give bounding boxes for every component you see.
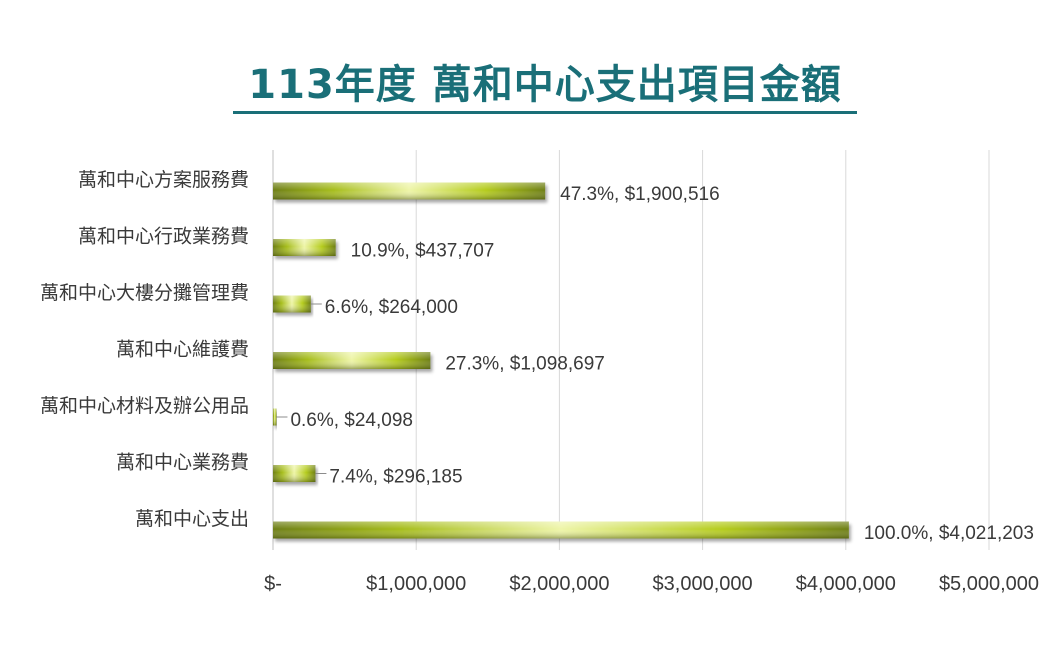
x-tick-label: $- bbox=[264, 573, 282, 595]
labels: $- $1,000,000 $2,000,000 $3,000,000 $4,000,0… bbox=[40, 169, 1039, 595]
bar-shading bbox=[273, 408, 277, 426]
x-tick-label: $5,000,000 bbox=[939, 573, 1039, 595]
data-label: 7.4%, $296,185 bbox=[329, 467, 462, 488]
category-label: 萬和中心大樓分攤管理費 bbox=[40, 282, 249, 304]
bar-shading bbox=[273, 465, 316, 482]
x-tick-label: $3,000,000 bbox=[653, 573, 753, 595]
category-label: 萬和中心材料及辦公用品 bbox=[40, 395, 249, 417]
x-tick-label: $4,000,000 bbox=[796, 573, 896, 595]
category-label: 萬和中心維護費 bbox=[116, 339, 249, 361]
bar-shading bbox=[273, 521, 849, 539]
bar-shading bbox=[273, 295, 311, 313]
category-label: 萬和中心業務費 bbox=[116, 452, 249, 474]
category-label: 萬和中心支出 bbox=[135, 508, 249, 530]
data-label: 27.3%, $1,098,697 bbox=[445, 354, 605, 375]
data-label: 47.3%, $1,900,516 bbox=[560, 184, 720, 205]
data-label: 10.9%, $437,707 bbox=[351, 241, 495, 262]
bar-shading bbox=[273, 352, 431, 369]
bars bbox=[273, 182, 849, 539]
title-underline bbox=[233, 111, 857, 114]
data-label: 0.6%, $24,098 bbox=[290, 410, 413, 431]
bar-shading bbox=[273, 239, 336, 256]
gridlines bbox=[272, 150, 990, 550]
data-label: 100.0%, $4,021,203 bbox=[864, 523, 1034, 544]
x-tick-label: $2,000,000 bbox=[509, 573, 609, 595]
category-label: 萬和中心行政業務費 bbox=[78, 226, 249, 248]
x-tick-label: $1,000,000 bbox=[366, 573, 466, 595]
bar-shading bbox=[273, 182, 546, 200]
category-label: 萬和中心方案服務費 bbox=[78, 169, 249, 191]
data-label: 6.6%, $264,000 bbox=[325, 297, 458, 318]
chart-title: 113年度 萬和中心支出項目金額 bbox=[248, 62, 842, 108]
